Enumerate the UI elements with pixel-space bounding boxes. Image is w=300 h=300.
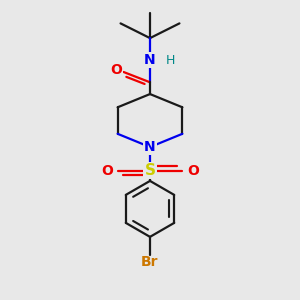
Text: Br: Br	[141, 255, 159, 269]
Text: N: N	[144, 140, 156, 154]
Text: O: O	[187, 164, 199, 178]
Text: O: O	[101, 164, 113, 178]
Text: S: S	[145, 163, 155, 178]
Text: O: O	[110, 63, 122, 77]
Text: H: H	[166, 54, 176, 67]
Text: N: N	[144, 53, 156, 67]
